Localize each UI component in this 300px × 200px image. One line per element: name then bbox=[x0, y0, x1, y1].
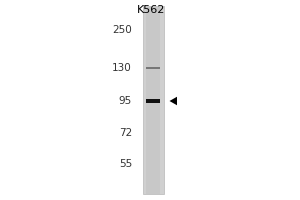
Text: 95: 95 bbox=[119, 96, 132, 106]
Text: 250: 250 bbox=[112, 25, 132, 35]
Polygon shape bbox=[169, 97, 177, 105]
Text: 55: 55 bbox=[119, 159, 132, 169]
Bar bbox=[142, 6, 164, 194]
Text: 130: 130 bbox=[112, 63, 132, 73]
Bar bbox=[146, 99, 160, 103]
Bar bbox=[146, 67, 160, 69]
Text: 72: 72 bbox=[119, 128, 132, 138]
Bar bbox=[146, 6, 160, 194]
Text: K562: K562 bbox=[137, 5, 166, 15]
